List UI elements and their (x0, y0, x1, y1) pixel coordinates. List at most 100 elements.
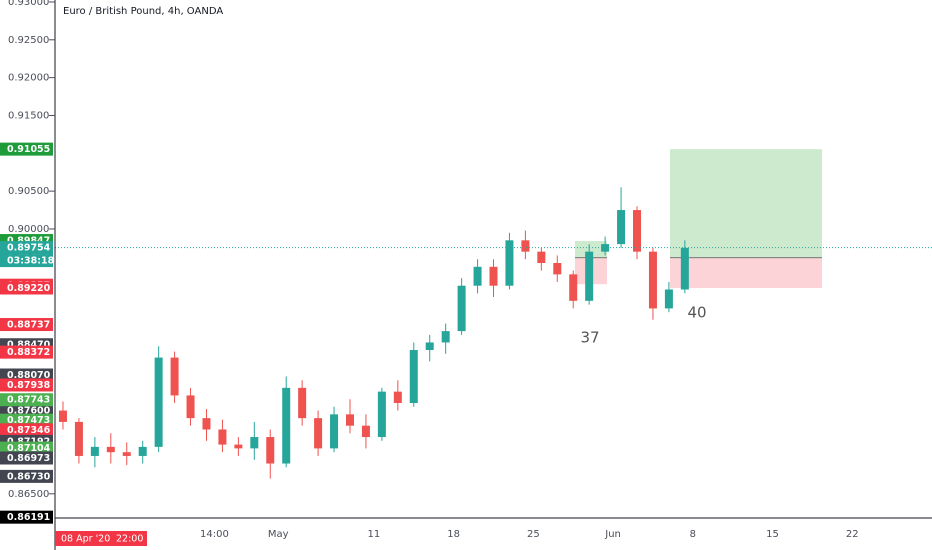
y-tick-label: 0.86500 (8, 489, 49, 500)
price-label: 0.89220 (7, 283, 51, 294)
price-label-box (0, 281, 53, 295)
chart-title: Euro / British Pound, 4h, OANDA (63, 6, 223, 17)
price-label: 0.88372 (7, 347, 50, 358)
candle-body (409, 350, 418, 403)
price-label-box (0, 451, 53, 465)
price-label-box (0, 393, 53, 407)
candle-body (425, 342, 434, 351)
candle-body (457, 285, 466, 332)
price-label-box (0, 423, 53, 437)
y-tick-label: 0.90000 (8, 224, 49, 235)
x-tick-label: 14:00 (200, 529, 229, 540)
candle-body (234, 444, 243, 449)
candle-body (74, 421, 83, 456)
candle-body (377, 391, 386, 438)
candle-body (90, 446, 99, 456)
candle-body (186, 395, 195, 419)
candle-body (521, 240, 530, 252)
price-label: 0.87104 (7, 443, 51, 454)
candle-body (601, 244, 610, 252)
candle-body (393, 391, 402, 403)
price-label: 0.88070 (7, 370, 51, 381)
target-zone (670, 149, 822, 258)
price-label-box (0, 378, 53, 392)
price-label-box (0, 142, 53, 156)
countdown-box (0, 254, 53, 268)
candle-body (537, 251, 546, 264)
annotation: 37 (580, 329, 599, 347)
x-tick-label: 11 (368, 529, 381, 540)
stop-zone (670, 257, 822, 288)
y-tick-label: 0.92500 (8, 35, 49, 46)
price-label: 0.87743 (7, 395, 50, 406)
candle-body (218, 429, 227, 445)
candle-body (282, 387, 291, 464)
x-tick-label: May (268, 529, 289, 540)
candle-body (330, 414, 339, 449)
countdown: 03:38:18 (7, 256, 55, 267)
price-label-box (0, 469, 53, 483)
current-price-label: 0.89754 (7, 243, 51, 254)
price-label: 0.91055 (7, 144, 50, 155)
price-label: 0.88470 (7, 340, 51, 351)
candle-body (106, 446, 115, 453)
candle-body (58, 410, 67, 422)
price-label-box (0, 318, 53, 332)
candle-body (250, 437, 259, 449)
crosshair-date: 08 Apr '20 (61, 534, 110, 545)
price-label: 0.88737 (7, 320, 50, 331)
price-label-box (0, 345, 53, 359)
candle-body (648, 251, 657, 309)
candle-body (553, 263, 562, 275)
x-tick-label: 15 (766, 529, 779, 540)
candle-body (441, 331, 450, 343)
candle-body (617, 210, 626, 245)
candle-body (202, 418, 211, 430)
candle-body (505, 240, 514, 286)
candle-body (569, 274, 578, 301)
y-tick-label: 0.90500 (8, 186, 49, 197)
y-tick-label: 0.92000 (8, 73, 49, 84)
position-tools (575, 149, 822, 288)
price-label-box (0, 441, 53, 455)
price-label: 0.89847 (7, 236, 50, 247)
x-tick-label: 18 (447, 529, 460, 540)
price-label-box (0, 368, 53, 382)
price-label: 0.87600 (7, 406, 51, 417)
candle-body (680, 247, 689, 290)
target-zone (575, 241, 607, 258)
candle-body (154, 357, 163, 447)
price-label-box (0, 510, 53, 524)
candle-body (489, 266, 498, 286)
x-tick-label: 8 (690, 529, 696, 540)
x-tick-label: 22 (846, 529, 859, 540)
crosshair-date-box (55, 531, 147, 546)
price-label: 0.87473 (7, 415, 50, 426)
candle-body (585, 251, 594, 301)
price-label: 0.87346 (7, 425, 51, 436)
candle-body (361, 425, 370, 438)
candle-body (345, 414, 354, 426)
annotation: 40 (687, 304, 706, 322)
y-tick-label: 0.91500 (8, 110, 49, 121)
plot-area (55, 187, 932, 479)
x-tick-label: Jun (604, 529, 621, 540)
candle-body (170, 357, 179, 396)
candle-body (138, 446, 147, 456)
price-axis: 0.93000 0.92500 0.92000 0.91500 0.90500 0.900… (0, 0, 55, 524)
candle-body (298, 387, 307, 419)
price-label: 0.86973 (7, 453, 50, 464)
price-label: 0.86730 (7, 471, 51, 482)
candle-body (266, 437, 275, 464)
x-tick-label: 25 (527, 529, 540, 540)
y-tick-label: 0.93000 (8, 0, 49, 8)
current-price-label-box (0, 241, 53, 255)
candle-body (314, 418, 323, 449)
price-label: 0.87938 (7, 380, 51, 391)
candle-body (664, 289, 673, 309)
crosshair-time: 22:00 (116, 534, 143, 545)
price-label: 0.86191 (7, 512, 50, 523)
candle-body (473, 266, 482, 286)
